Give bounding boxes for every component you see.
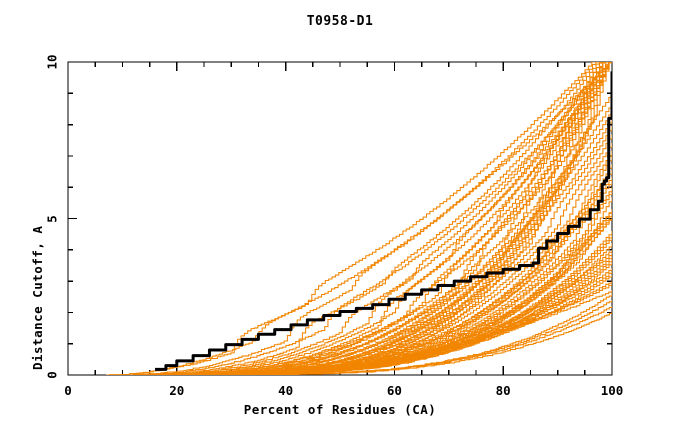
prediction-curve xyxy=(106,62,612,375)
prediction-curve xyxy=(231,311,612,375)
prediction-curve xyxy=(141,280,612,375)
prediction-curve xyxy=(144,102,612,375)
curve-layer xyxy=(106,62,612,375)
y-tick-label: 5 xyxy=(44,214,60,223)
x-tick-label: 100 xyxy=(600,383,624,398)
prediction-curve xyxy=(133,62,612,375)
x-axis-title: Percent of Residues (CA) xyxy=(243,402,437,417)
x-tick-label: 80 xyxy=(495,383,511,398)
prediction-curve xyxy=(138,62,612,375)
prediction-curve xyxy=(138,92,612,375)
highlight-curve xyxy=(155,71,612,371)
y-axis-title: Distance Cutoff, A xyxy=(30,225,45,370)
prediction-curve xyxy=(130,290,612,375)
page-title: T0958-D1 xyxy=(306,14,374,29)
x-tick-label: 60 xyxy=(386,383,402,398)
prediction-curve xyxy=(116,62,612,375)
prediction-curve xyxy=(136,62,612,375)
x-tick-label: 40 xyxy=(278,383,294,398)
prediction-curve xyxy=(125,62,612,375)
y-tick-label: 10 xyxy=(44,54,60,70)
x-tick-label: 20 xyxy=(169,383,185,398)
x-tick-label: 0 xyxy=(64,383,72,398)
y-tick-label: 0 xyxy=(44,371,60,379)
